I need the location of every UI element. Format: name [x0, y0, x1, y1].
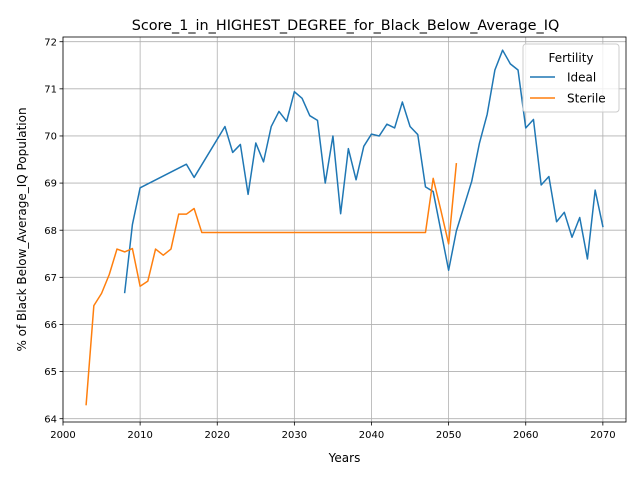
y-tick-label: 70	[44, 132, 57, 143]
y-tick-label: 67	[44, 273, 57, 284]
plot-area-frame	[62, 36, 627, 423]
legend-label-ideal: Ideal	[567, 71, 596, 85]
x-tick-label: 2050	[436, 430, 461, 441]
legend-label-sterile: Sterile	[567, 92, 606, 106]
y-axis-ticks: 64 65 66 67 68 69 70 71 72	[44, 37, 63, 425]
x-tick-label: 2070	[590, 430, 615, 441]
legend: Fertility Ideal Sterile	[522, 43, 620, 113]
x-tick-label: 2000	[50, 430, 75, 441]
legend-title: Fertility	[548, 51, 593, 65]
x-axis-label: Years	[328, 451, 361, 465]
y-tick-label: 71	[44, 84, 57, 95]
y-axis-label: % of Black Below_Average_IQ Population	[15, 107, 29, 351]
x-tick-label: 2040	[359, 430, 384, 441]
series-lines	[85, 49, 604, 406]
x-tick-label: 2030	[282, 430, 307, 441]
x-tick-label: 2060	[513, 430, 538, 441]
chart-title: Score_1_in_HIGHEST_DEGREE_for_Black_Belo…	[132, 18, 560, 34]
y-tick-label: 68	[44, 226, 57, 237]
y-tick-label: 66	[44, 320, 57, 331]
x-tick-label: 2020	[205, 430, 230, 441]
y-tick-label: 65	[44, 367, 57, 378]
y-tick-label: 72	[44, 37, 57, 48]
legend-box	[522, 43, 620, 113]
y-tick-label: 64	[44, 414, 57, 425]
x-tick-label: 2010	[127, 430, 152, 441]
series-line-ideal	[123, 49, 604, 294]
x-axis-ticks: 2000 2010 2020 2030 2040 2050 2060 2070	[50, 422, 616, 441]
series-line-sterile	[85, 162, 458, 406]
y-tick-label: 69	[44, 179, 57, 190]
